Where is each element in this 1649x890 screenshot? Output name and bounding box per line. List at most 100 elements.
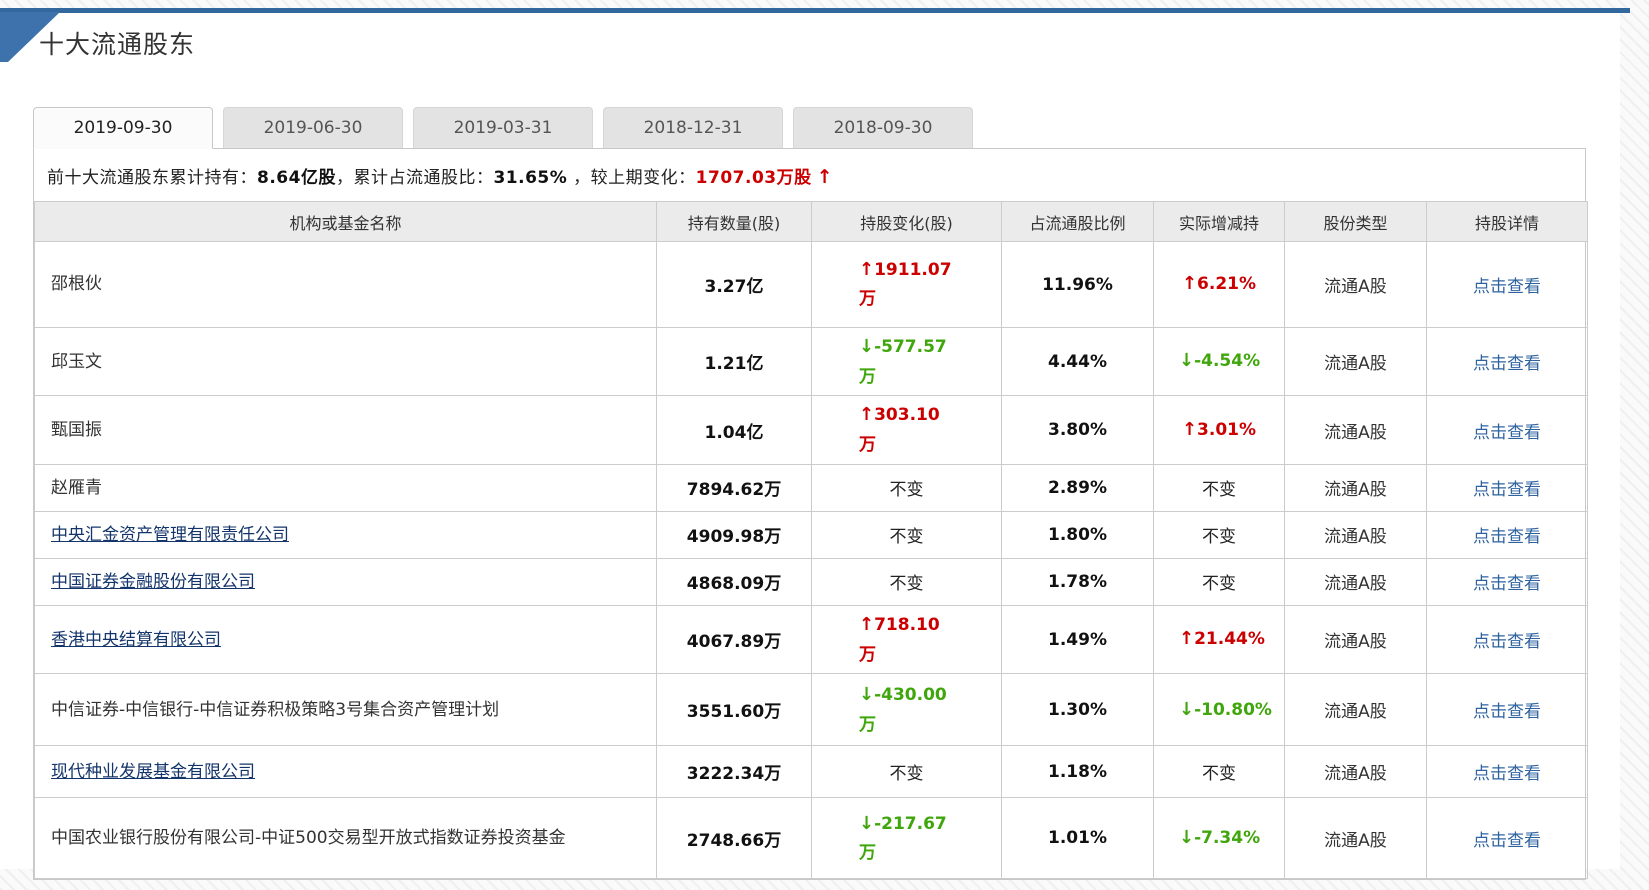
ratio-cell: 1.18% bbox=[1001, 745, 1154, 799]
change-cell: ↓-577.57万 bbox=[811, 326, 1002, 397]
quantity-cell: 3.27亿 bbox=[656, 241, 812, 328]
share-type-cell: 流通A股 bbox=[1284, 395, 1427, 465]
name-cell: 现代种业发展基金有限公司 bbox=[34, 745, 657, 799]
trend-value: ↑1911.07万 bbox=[859, 258, 952, 310]
ratio-cell: 1.01% bbox=[1001, 797, 1154, 880]
up-arrow-icon: ↑ bbox=[859, 404, 875, 426]
date-tab-5[interactable]: 2018-09-30 bbox=[793, 107, 973, 148]
shareholder-row: 中国农业银行股份有限公司-中证500交易型开放式指数证券投资基金 2748.66万… bbox=[34, 797, 1588, 880]
page-title: 十大流通股东 bbox=[39, 30, 196, 59]
delta-cell: ↓-7.34% bbox=[1153, 797, 1285, 880]
shareholder-name-text: 甄国振 bbox=[51, 420, 102, 441]
ratio-cell: 4.44% bbox=[1001, 326, 1154, 397]
column-header: 持股详情 bbox=[1426, 201, 1588, 242]
shareholder-row: 现代种业发展基金有限公司 3222.34万 不变 1.18% 不变 流通A股 点击查看 bbox=[34, 745, 1588, 799]
change-cell: 不变 bbox=[811, 510, 1002, 559]
detail-cell: 点击查看 bbox=[1426, 510, 1588, 559]
column-header: 占流通股比例 bbox=[1001, 201, 1154, 242]
change-cell: ↑303.10万 bbox=[811, 395, 1002, 465]
view-detail-link[interactable]: 点击查看 bbox=[1473, 830, 1541, 851]
shareholder-row: 赵雁青 7894.62万 不变 2.89% 不变 流通A股 点击查看 bbox=[34, 463, 1588, 512]
view-detail-link[interactable]: 点击查看 bbox=[1473, 702, 1541, 723]
trend-value: ↓-7.34% bbox=[1179, 827, 1261, 849]
delta-cell: ↑3.01% bbox=[1153, 395, 1285, 465]
delta-cell: 不变 bbox=[1153, 557, 1285, 606]
shareholder-name-link[interactable]: 香港中央结算有限公司 bbox=[51, 629, 221, 650]
name-cell: 赵雁青 bbox=[34, 463, 657, 512]
trend-value: ↓-217.67万 bbox=[859, 812, 947, 864]
view-detail-link[interactable]: 点击查看 bbox=[1473, 527, 1541, 548]
up-arrow-icon: ↑ bbox=[816, 166, 834, 188]
column-header: 持股变化(股) bbox=[811, 201, 1002, 242]
no-change-text: 不变 bbox=[1202, 527, 1236, 548]
name-cell: 邵根伙 bbox=[34, 241, 657, 328]
quantity-cell: 7894.62万 bbox=[656, 463, 812, 512]
share-type-cell: 流通A股 bbox=[1284, 241, 1427, 328]
down-arrow-icon: ↓ bbox=[1179, 350, 1195, 372]
date-tab-1[interactable]: 2019-09-30 bbox=[33, 107, 213, 149]
trend-value: ↑21.44% bbox=[1179, 628, 1265, 650]
view-detail-link[interactable]: 点击查看 bbox=[1473, 632, 1541, 653]
shareholder-name-link[interactable]: 现代种业发展基金有限公司 bbox=[51, 761, 255, 782]
summary-label-2: ，累计占流通股比： bbox=[335, 168, 494, 188]
delta-cell: ↓-10.80% bbox=[1153, 673, 1285, 747]
trend-value: ↑303.10万 bbox=[859, 404, 940, 456]
summary-holding-value: 8.64亿股 bbox=[257, 168, 336, 188]
shareholder-row: 中国证券金融股份有限公司 4868.09万 不变 1.78% 不变 流通A股 点击查看 bbox=[34, 557, 1588, 606]
column-header: 持有数量(股) bbox=[656, 201, 812, 242]
date-tab-2[interactable]: 2019-06-30 bbox=[223, 107, 403, 148]
detail-cell: 点击查看 bbox=[1426, 604, 1588, 675]
detail-cell: 点击查看 bbox=[1426, 326, 1588, 397]
shareholders-panel: 前十大流通股东累计持有：8.64亿股，累计占流通股比：31.65% ，较上期变化… bbox=[33, 148, 1588, 881]
view-detail-link[interactable]: 点击查看 bbox=[1473, 277, 1541, 297]
view-detail-link[interactable]: 点击查看 bbox=[1473, 422, 1541, 443]
delta-cell: 不变 bbox=[1153, 510, 1285, 559]
summary-change-value: 1707.03万股 bbox=[695, 168, 812, 188]
date-tab-bar: 2019-09-30 2019-06-30 2019-03-31 2018-12… bbox=[33, 107, 1620, 149]
date-tab-4[interactable]: 2018-12-31 bbox=[603, 107, 783, 148]
change-cell: 不变 bbox=[811, 557, 1002, 606]
up-arrow-icon: ↑ bbox=[1181, 273, 1198, 295]
trend-value: ↓-430.00万 bbox=[859, 684, 947, 735]
name-cell: 中国农业银行股份有限公司-中证500交易型开放式指数证券投资基金 bbox=[34, 797, 657, 880]
name-cell: 甄国振 bbox=[34, 395, 657, 465]
shareholder-row: 香港中央结算有限公司 4067.89万 ↑718.10万 1.49% ↑21.44% 流通… bbox=[34, 604, 1588, 675]
down-arrow-icon: ↓ bbox=[859, 684, 875, 706]
detail-cell: 点击查看 bbox=[1426, 395, 1588, 465]
quantity-cell: 4067.89万 bbox=[656, 604, 812, 675]
shareholder-name-text: 中信证券-中信银行-中信证券积极策略3号集合资产管理计划 bbox=[51, 699, 500, 720]
delta-cell: 不变 bbox=[1153, 463, 1285, 512]
shareholder-name-link[interactable]: 中国证券金融股份有限公司 bbox=[51, 571, 255, 592]
summary-bar: 前十大流通股东累计持有：8.64亿股，累计占流通股比：31.65% ，较上期变化… bbox=[34, 149, 1585, 201]
trend-value: ↓-10.80% bbox=[1179, 698, 1272, 720]
name-cell: 中央汇金资产管理有限责任公司 bbox=[34, 510, 657, 559]
change-cell: ↑718.10万 bbox=[811, 604, 1002, 675]
date-tab-3[interactable]: 2019-03-31 bbox=[413, 107, 593, 148]
trend-value: ↑3.01% bbox=[1181, 418, 1257, 440]
shareholder-name-text: 赵雁青 bbox=[51, 477, 102, 498]
ratio-cell: 3.80% bbox=[1001, 395, 1154, 465]
shareholder-name-text: 邵根伙 bbox=[51, 274, 102, 295]
trend-value: ↓-4.54% bbox=[1179, 350, 1261, 372]
detail-cell: 点击查看 bbox=[1426, 557, 1588, 606]
ratio-cell: 1.30% bbox=[1001, 673, 1154, 747]
change-cell: ↓-430.00万 bbox=[811, 673, 1002, 747]
share-type-cell: 流通A股 bbox=[1284, 557, 1427, 606]
change-cell: 不变 bbox=[811, 463, 1002, 512]
down-arrow-icon: ↓ bbox=[1179, 827, 1195, 849]
summary-label: 前十大流通股东累计持有： bbox=[47, 168, 257, 188]
share-type-cell: 流通A股 bbox=[1284, 604, 1427, 675]
content-area: 十大流通股东 2019-09-30 2019-06-30 2019-03-31 … bbox=[0, 8, 1630, 881]
view-detail-link[interactable]: 点击查看 bbox=[1473, 764, 1541, 785]
shareholder-name-link[interactable]: 中央汇金资产管理有限责任公司 bbox=[51, 524, 289, 545]
share-type-cell: 流通A股 bbox=[1284, 326, 1427, 397]
shareholders-table: 机构或基金名称 持有数量(股) 持股变化(股) 占流通股比例 实际增减持 股份类型 持股详情… bbox=[34, 201, 1588, 880]
quantity-cell: 2748.66万 bbox=[656, 797, 812, 880]
view-detail-link[interactable]: 点击查看 bbox=[1473, 354, 1541, 375]
view-detail-link[interactable]: 点击查看 bbox=[1473, 480, 1541, 501]
detail-cell: 点击查看 bbox=[1426, 673, 1588, 747]
view-detail-link[interactable]: 点击查看 bbox=[1473, 574, 1541, 595]
delta-cell: ↑21.44% bbox=[1153, 604, 1285, 675]
quantity-cell: 4909.98万 bbox=[656, 510, 812, 559]
shareholder-name-text: 邱玉文 bbox=[51, 351, 102, 372]
